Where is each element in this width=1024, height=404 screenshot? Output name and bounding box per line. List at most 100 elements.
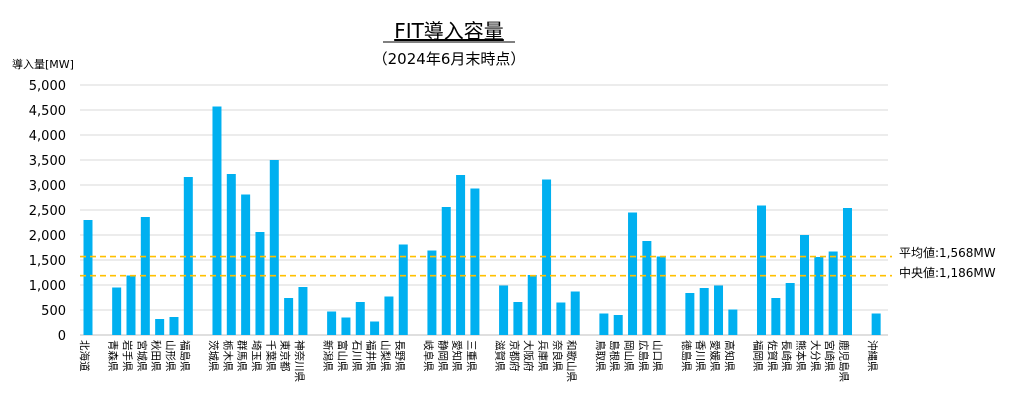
bar	[513, 302, 523, 335]
bar	[714, 285, 724, 335]
y-tick-label: 5,000	[29, 79, 66, 94]
y-tick-label: 1,500	[29, 254, 66, 269]
x-tick-label: 兵庫県	[537, 340, 550, 372]
x-tick-label: 静岡県	[436, 340, 449, 372]
x-tick-label: 高知県	[723, 340, 736, 372]
y-tick-label: 2,000	[29, 229, 66, 244]
x-tick-label: 北海道	[78, 340, 91, 372]
bar	[255, 232, 265, 335]
x-tick-label: 福島県	[178, 340, 191, 372]
x-tick-label: 鳥取県	[594, 340, 607, 372]
x-tick-label: 宮崎県	[823, 340, 836, 372]
x-tick-label: 岡山県	[623, 340, 635, 372]
y-axis-label: 導入量[MW]	[12, 57, 74, 71]
bar	[241, 194, 251, 335]
x-tick-label: 石川県	[350, 340, 362, 372]
x-tick-label: 埼玉県	[250, 340, 263, 372]
x-tick-label: 鹿児島県	[837, 340, 850, 382]
y-tick-label: 0	[58, 329, 66, 344]
x-tick-label: 新潟県	[322, 340, 335, 372]
bar	[456, 175, 466, 335]
x-tick-label: 熊本県	[795, 340, 808, 372]
bar	[685, 293, 695, 335]
x-tick-label: 島根県	[608, 340, 621, 372]
x-tick-label: 愛媛県	[709, 340, 722, 372]
bar	[269, 160, 279, 335]
bar	[441, 207, 451, 335]
x-tick-label: 広島県	[637, 340, 650, 372]
x-tick-label: 岩手県	[121, 340, 134, 372]
x-tick-label: 群馬県	[236, 340, 249, 372]
x-tick-label: 愛知県	[451, 340, 464, 372]
bar	[112, 287, 122, 335]
x-tick-label: 滋賀県	[494, 340, 507, 372]
y-tick-label: 3,500	[29, 154, 66, 169]
bar	[155, 319, 165, 335]
x-tick-label: 長野県	[393, 340, 405, 372]
x-tick-label: 岐阜県	[422, 340, 435, 372]
bar	[212, 106, 222, 335]
x-tick-label: 徳島県	[680, 340, 693, 372]
bar	[384, 296, 394, 335]
bar	[656, 256, 666, 335]
bar	[800, 235, 809, 335]
bar	[327, 311, 337, 335]
x-tick-label: 山形県	[164, 340, 176, 372]
x-tick-label: 奈良県	[551, 340, 564, 372]
x-tick-label: 茨城県	[207, 340, 220, 372]
reference-line-label: 平均値:1,568MW	[899, 245, 996, 260]
x-tick-label: 山口県	[651, 340, 663, 372]
x-tick-label: 福岡県	[752, 340, 765, 372]
y-tick-label: 1,000	[29, 279, 66, 294]
bar	[169, 317, 179, 335]
x-tick-label: 東京都	[279, 340, 292, 372]
bar	[183, 177, 193, 335]
bar	[370, 321, 380, 335]
reference-line-label: 中央値:1,186MW	[899, 265, 996, 280]
bar	[298, 287, 308, 335]
bar	[642, 241, 652, 335]
x-tick-label: 沖縄県	[866, 340, 879, 372]
bar	[341, 317, 351, 335]
y-axis-ticks: 0 500 1,000 1,500 2,000 2,500 3,000 3,500 4,000 4…	[29, 79, 66, 344]
x-tick-label: 富山県	[336, 340, 349, 372]
bars	[83, 106, 881, 335]
x-tick-label: 三重県	[465, 340, 478, 372]
bar	[842, 208, 852, 335]
y-tick-label: 3,000	[29, 179, 66, 194]
bar	[871, 313, 881, 335]
x-tick-label: 山梨県	[379, 340, 392, 372]
x-tick-label: 和歌山県	[565, 340, 578, 382]
x-tick-label: 栃木県	[221, 340, 234, 372]
x-axis-ticks: 北海道 青森県 岩手県 宮城県 秋田県 山形県 福島県 茨城県 栃木県 群馬県 埼玉県 千葉県 東京都神…	[78, 340, 879, 382]
y-tick-label: 4,000	[29, 129, 66, 144]
bar	[728, 309, 738, 335]
x-tick-label: 宮城県	[135, 340, 148, 372]
bar	[814, 257, 824, 335]
x-tick-label: 京都府	[508, 340, 521, 372]
bar	[771, 298, 781, 335]
bar	[284, 298, 294, 335]
bar	[628, 212, 638, 335]
bar	[599, 313, 609, 335]
bar	[570, 291, 580, 335]
bar	[785, 283, 795, 335]
bar	[542, 179, 552, 335]
x-tick-label: 佐賀県	[766, 340, 779, 372]
x-tick-label: 大阪府	[522, 340, 535, 372]
bar	[828, 251, 838, 335]
y-tick-label: 2,500	[29, 204, 66, 219]
bar	[126, 275, 136, 335]
x-tick-label: 神奈川県	[293, 340, 306, 382]
bar	[499, 285, 509, 335]
bar	[83, 220, 93, 335]
y-tick-label: 500	[41, 304, 66, 319]
bar	[355, 302, 365, 335]
bar	[527, 275, 537, 335]
chart-title: FIT導入容量	[394, 19, 504, 43]
bar	[226, 174, 236, 335]
bar	[556, 302, 566, 335]
bar	[757, 205, 767, 335]
